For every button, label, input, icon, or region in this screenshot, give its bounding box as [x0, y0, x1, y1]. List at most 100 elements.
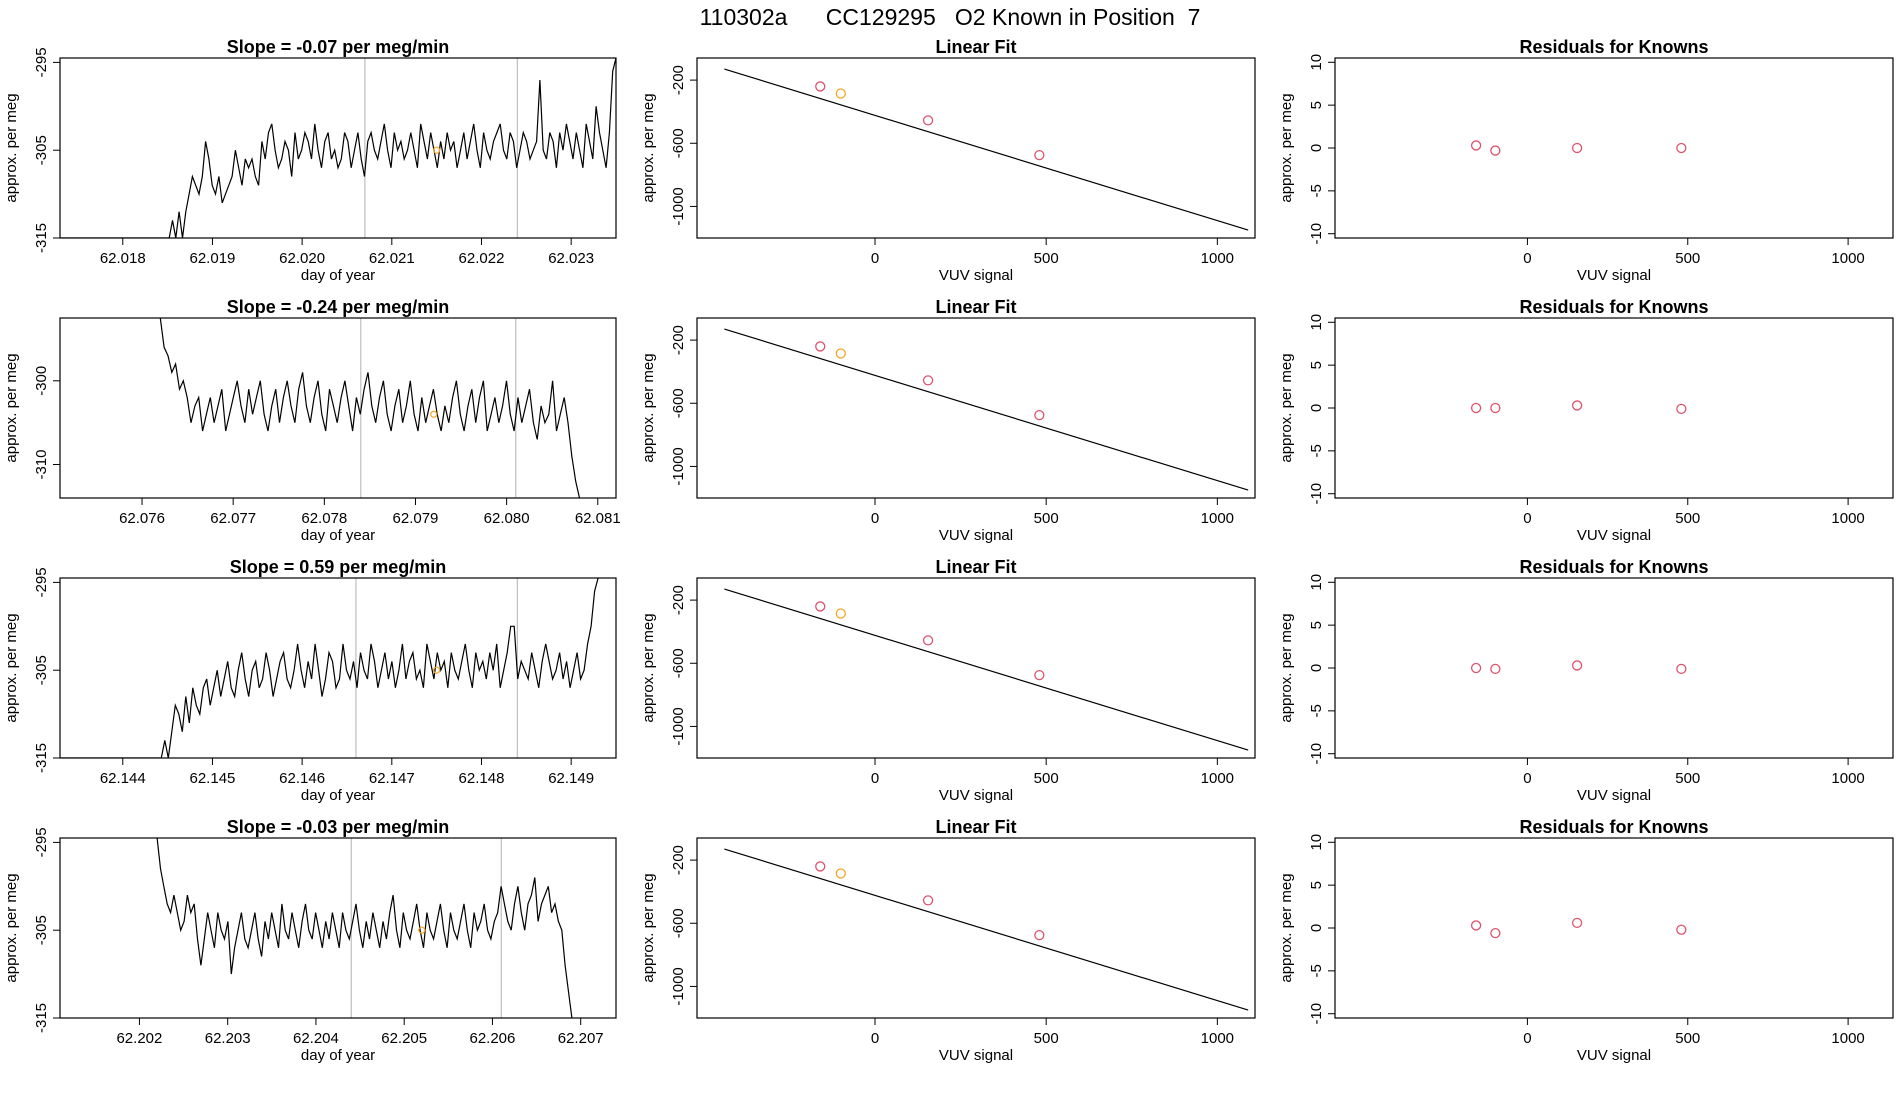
x-tick-label: 62.202: [116, 1030, 162, 1047]
highlight-point: [835, 348, 846, 359]
highlight-point: [433, 666, 441, 674]
x-tick-label: 0: [1523, 250, 1531, 267]
x-tick-label: 62.079: [393, 510, 439, 527]
y-tick-label: 5: [1308, 101, 1325, 109]
x-axis-label: day of year: [301, 1047, 375, 1064]
x-tick-label: 62.078: [301, 510, 347, 527]
y-tick-label: -1000: [670, 967, 687, 1005]
plot-frame: [59, 317, 617, 499]
x-tick-label: 0: [1523, 770, 1531, 787]
x-tick-label: 500: [1034, 1030, 1059, 1047]
y-tick-label: 10: [1308, 54, 1325, 71]
y-tick-label: -10: [1308, 483, 1325, 505]
x-tick-label: 1000: [1201, 250, 1234, 267]
fit-line: [724, 588, 1249, 751]
highlight-point: [835, 868, 846, 879]
x-tick-label: 0: [871, 250, 879, 267]
panel-title: Residuals for Knowns: [1519, 297, 1708, 317]
y-axis-label: approx. per meg: [640, 353, 657, 462]
y-tick-label: 0: [1308, 924, 1325, 932]
x-tick-label: 62.080: [484, 510, 530, 527]
known-point: [1470, 920, 1482, 931]
y-tick-label: -5: [1308, 184, 1325, 197]
x-tick-label: 62.205: [381, 1030, 427, 1047]
x-tick-label: 0: [871, 1030, 879, 1047]
highlight-point: [835, 88, 846, 99]
known-point: [922, 635, 934, 646]
plot-frame: [59, 57, 617, 239]
known-point: [815, 601, 826, 612]
y-tick-label: -305: [33, 915, 50, 945]
known-point: [922, 375, 934, 386]
y-tick-label: 5: [1308, 881, 1325, 889]
x-tick-label: 62.020: [279, 250, 325, 267]
known-point: [1676, 663, 1687, 675]
known-point: [1470, 402, 1482, 414]
y-tick-label: 5: [1308, 621, 1325, 629]
known-point: [815, 861, 826, 872]
x-axis-label: VUV signal: [1577, 1047, 1651, 1064]
plot-frame: [59, 577, 617, 759]
y-axis-label: approx. per meg: [1278, 873, 1295, 982]
y-axis-label: approx. per meg: [3, 873, 20, 982]
x-tick-label: 1000: [1831, 510, 1864, 527]
x-axis-label: VUV signal: [1577, 527, 1651, 544]
x-tick-label: 1000: [1201, 770, 1234, 787]
known-point: [1676, 142, 1687, 154]
y-tick-label: -1000: [670, 707, 687, 745]
y-axis-label: approx. per meg: [1278, 613, 1295, 722]
x-tick-label: 1000: [1201, 510, 1234, 527]
plot-frame: [696, 577, 1256, 759]
y-tick-label: -10: [1308, 1003, 1325, 1025]
x-tick-label: 500: [1034, 250, 1059, 267]
x-tick-label: 500: [1675, 1030, 1700, 1047]
known-point: [1490, 663, 1501, 675]
data-trace: [159, 318, 581, 498]
x-tick-label: 62.022: [459, 250, 505, 267]
x-tick-label: 1000: [1831, 770, 1864, 787]
panel-title: Linear Fit: [935, 37, 1016, 57]
y-tick-label: 10: [1308, 834, 1325, 851]
y-tick-label: -5: [1308, 964, 1325, 977]
y-tick-label: -1000: [670, 187, 687, 225]
known-point: [1470, 662, 1482, 674]
y-axis-label: approx. per meg: [3, 353, 20, 462]
x-tick-label: 62.146: [279, 770, 325, 787]
known-point: [922, 115, 934, 126]
x-tick-label: 62.207: [558, 1030, 604, 1047]
plot-frame: [59, 837, 617, 1019]
y-tick-label: -200: [670, 325, 687, 355]
y-tick-label: 0: [1308, 404, 1325, 412]
known-point: [1034, 929, 1045, 941]
y-axis-label: approx. per meg: [640, 873, 657, 982]
x-tick-label: 62.148: [459, 770, 505, 787]
known-point: [1490, 927, 1501, 939]
known-point: [1034, 409, 1045, 421]
y-axis-label: approx. per meg: [1278, 353, 1295, 462]
y-tick-label: -200: [670, 65, 687, 95]
x-tick-label: 62.144: [100, 770, 146, 787]
x-tick-label: 62.077: [210, 510, 256, 527]
x-tick-label: 62.147: [369, 770, 415, 787]
x-tick-label: 500: [1675, 250, 1700, 267]
panel-title: Slope = -0.07 per meg/min: [227, 37, 450, 57]
known-point: [815, 81, 826, 92]
x-axis-label: VUV signal: [1577, 787, 1651, 804]
y-tick-label: -315: [33, 743, 50, 773]
y-tick-label: 10: [1308, 574, 1325, 591]
known-point: [1490, 145, 1501, 156]
known-point: [1571, 400, 1583, 411]
y-tick-label: -315: [33, 223, 50, 253]
x-tick-label: 1000: [1831, 250, 1864, 267]
x-tick-label: 62.018: [100, 250, 146, 267]
known-point: [1571, 917, 1583, 929]
known-point: [1034, 669, 1045, 681]
y-tick-label: -305: [33, 135, 50, 165]
y-tick-label: -295: [33, 567, 50, 597]
highlight-point: [835, 608, 846, 619]
plot-frame: [696, 317, 1256, 499]
panel-title: Slope = -0.24 per meg/min: [227, 297, 450, 317]
panel-title: Linear Fit: [935, 297, 1016, 317]
highlight-point: [418, 926, 426, 934]
